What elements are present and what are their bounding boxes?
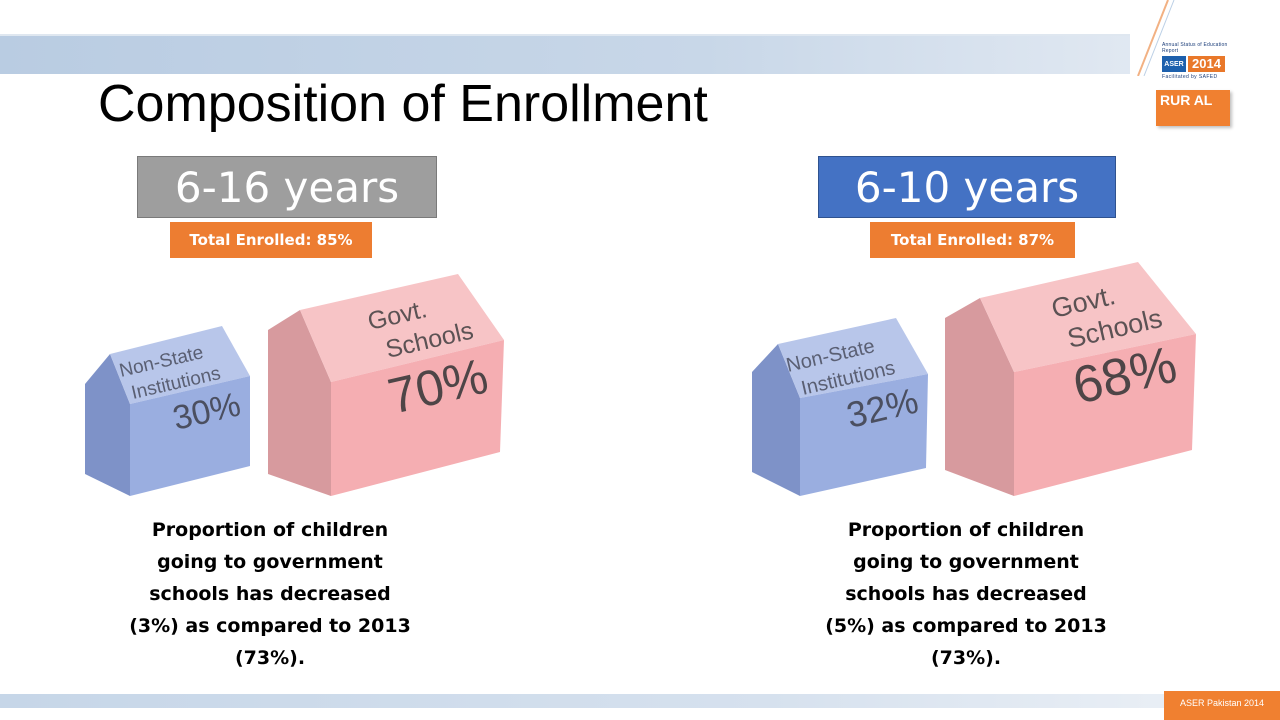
- age-label-left: 6-16 years: [137, 156, 437, 218]
- non-state-value-right: 32%: [843, 380, 922, 436]
- govt-house-left: Govt. Schools 70%: [268, 274, 504, 496]
- top-divider: [0, 34, 1280, 37]
- govt-value-right: 68%: [1068, 336, 1182, 416]
- logo-sub-text: Facilitated by SAFED: [1162, 74, 1218, 80]
- header-band: [0, 36, 1280, 74]
- govt-house-right: Govt. Schools 68%: [945, 262, 1196, 496]
- footer-tab: [1164, 691, 1280, 720]
- non-state-house-left: Non-State Institutions 30%: [85, 326, 250, 496]
- non-state-house-right: Non-State Institutions 32%: [752, 318, 928, 496]
- footer-band: [0, 694, 1280, 708]
- non-state-label-line1-left: Non-State: [117, 342, 205, 382]
- footer-text: ASER Pakistan 2014: [1180, 698, 1265, 708]
- non-state-label-line2-left: Institutions: [129, 363, 222, 404]
- non-state-label-line2-right: Institutions: [799, 357, 897, 400]
- age-label-right: 6-10 years: [818, 156, 1116, 218]
- caption-right: Proportion of children going to governme…: [825, 519, 1107, 669]
- logo-year: 2014: [1188, 56, 1225, 72]
- govt-label-line2-right: Schools: [1065, 303, 1165, 354]
- page-title: Composition of Enrollment: [98, 75, 708, 133]
- total-enrolled-right: Total Enrolled: 87%: [870, 222, 1075, 258]
- non-state-value-left: 30%: [169, 385, 244, 437]
- govt-label-line1-left: Govt.: [365, 295, 430, 336]
- govt-label-line1-right: Govt.: [1049, 280, 1119, 324]
- non-state-label-line1-right: Non-State: [784, 335, 877, 377]
- govt-label-line2-left: Schools: [383, 317, 476, 364]
- total-enrolled-left: Total Enrolled: 85%: [170, 222, 372, 258]
- logo-aser-mark: ASER: [1162, 56, 1186, 72]
- logo-top-text: Annual Status of Education Report: [1162, 42, 1228, 54]
- caption-left: Proportion of children going to governme…: [129, 519, 411, 669]
- aser-logo: Annual Status of Education Report ASER 2…: [1162, 42, 1240, 80]
- govt-value-left: 70%: [383, 348, 493, 425]
- rural-badge: RUR AL: [1156, 90, 1230, 126]
